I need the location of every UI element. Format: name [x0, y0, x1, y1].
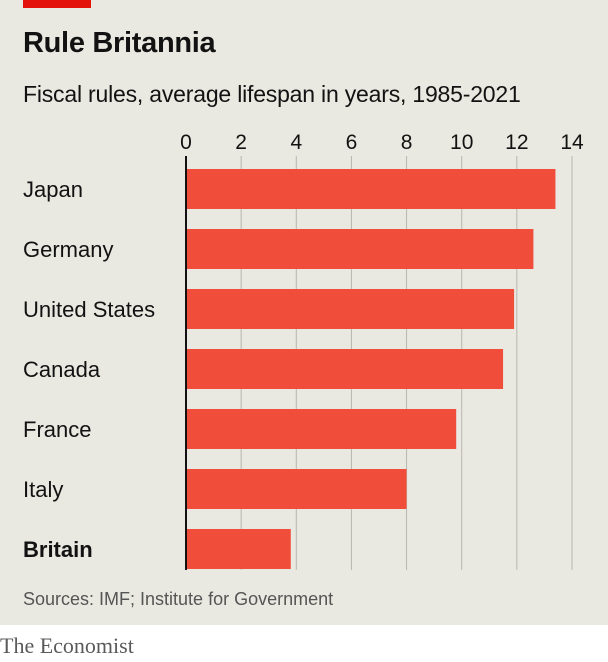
category-label: France [23, 417, 91, 442]
x-tick-label: 14 [560, 131, 584, 154]
bar-united-states [186, 289, 515, 329]
economist-logo: The Economist [0, 633, 134, 658]
category-label: Britain [23, 537, 93, 562]
category-label: United States [23, 297, 155, 322]
category-label: Germany [23, 237, 113, 262]
bar-italy [186, 469, 407, 509]
bar-france [186, 409, 457, 449]
x-tick-label: 6 [346, 131, 358, 154]
category-label: Japan [23, 177, 83, 202]
brand-tag [23, 0, 91, 8]
x-tick-label: 0 [180, 131, 192, 154]
category-labels: Japan Germany United States Canada France Ita… [23, 177, 155, 562]
x-tick-label: 8 [401, 131, 413, 154]
category-label: Italy [23, 477, 63, 502]
source-note: Sources: IMF; Institute for Government [23, 589, 334, 609]
bar-canada [186, 349, 504, 389]
bar-japan [186, 169, 556, 209]
chart-panel: Rule Britannia Fiscal rules, average lif… [0, 0, 608, 625]
x-tick-label: 10 [450, 131, 473, 154]
x-tick-label: 2 [235, 131, 247, 154]
bar-chart: 0 2 4 6 8 10 12 14 Japan Germany United States Can… [23, 131, 584, 570]
x-tick-label: 12 [505, 131, 528, 154]
category-label: Canada [23, 357, 101, 382]
bar-britain [186, 529, 291, 569]
chart-subtitle: Fiscal rules, average lifespan in years,… [23, 81, 521, 107]
x-tick-label: 4 [290, 131, 302, 154]
bar-germany [186, 229, 534, 269]
bars [186, 169, 556, 569]
chart-title: Rule Britannia [23, 27, 216, 59]
axis: 0 2 4 6 8 10 12 14 [180, 131, 584, 570]
